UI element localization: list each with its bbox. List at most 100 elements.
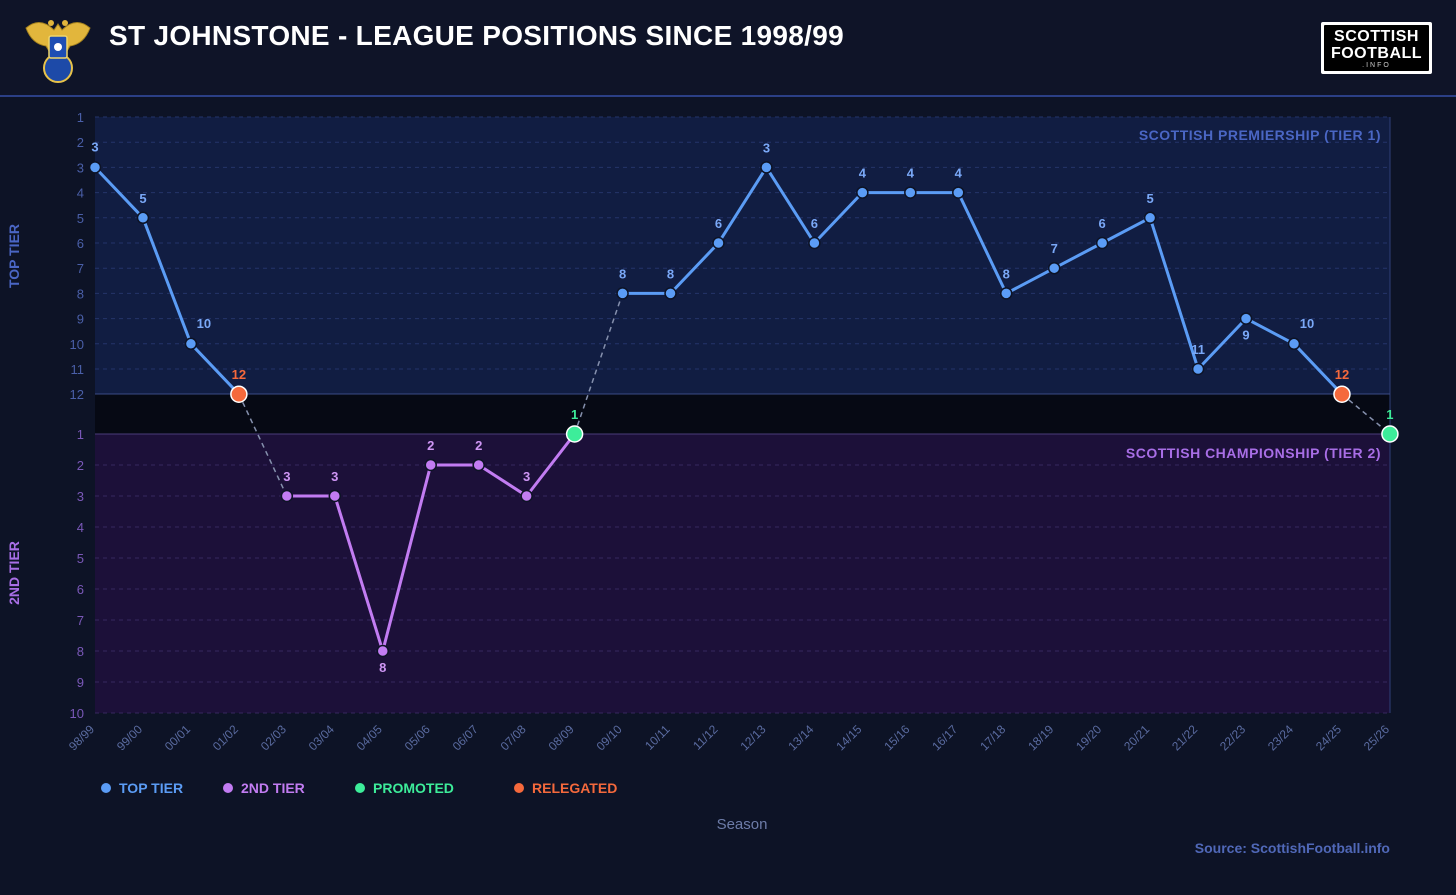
ylabel-top-tier: TOP TIER [6,224,22,288]
club-crest-icon [25,20,91,83]
data-point-13-14 [808,236,821,250]
legend-label-relegated: RELEGATED [532,780,618,796]
series-lines [93,165,1391,653]
header-bar: ST JOHNSTONE - LEAGUE POSITIONS SINCE 19… [0,0,1456,97]
x-tick-16-17: 16/17 [929,722,960,753]
series-segment-24 [1244,317,1296,346]
series-segment-18 [956,191,1008,295]
series-segment-14 [764,165,816,245]
y-tick-second-10: 10 [70,706,84,721]
data-label-15-16: 4 [907,166,915,181]
legend-label-top-tier: TOP TIER [119,780,184,796]
x-tick-07-08: 07/08 [498,722,529,753]
tier-change-segment-10 [573,293,624,435]
data-label-04-05: 8 [379,660,386,675]
x-tick-12-13: 12/13 [737,722,768,753]
y-tick-second-1: 1 [77,427,84,442]
data-label-06-07: 2 [475,438,482,453]
data-label-14-15: 4 [859,166,867,181]
legend-item-second-tier: 2ND TIER [223,780,305,798]
x-tick-17-18: 17/18 [977,722,1008,753]
x-tick-21-22: 21/22 [1169,722,1200,753]
data-label-98-99: 3 [91,139,98,154]
legend-dot-promoted [355,783,365,794]
x-tick-22-23: 22/23 [1217,722,1248,753]
brand-logo: SCOTTISH FOOTBALL .INFO [1321,22,1432,74]
series-segment-25 [1292,342,1344,396]
x-tick-11-12: 11/12 [690,722,721,753]
x-tick-25-26: 25/26 [1361,722,1392,753]
data-point-04-05 [376,644,390,658]
x-tick-19-20: 19/20 [1073,722,1104,753]
x-tick-14-15: 14/15 [833,722,864,753]
source-credit: Source: ScottishFootball.info [1194,840,1390,856]
y-tick-second-5: 5 [77,551,84,566]
second-tier-band [95,434,1390,713]
y-tick-top-3: 3 [77,160,84,175]
data-point-03-04 [328,489,342,503]
data-label-17-18: 8 [1003,266,1010,281]
data-point-17-18 [999,287,1013,300]
y-tick-second-4: 4 [77,520,84,535]
data-label-16-17: 4 [955,166,963,181]
data-label-10-11: 8 [667,266,674,281]
data-point-21-22 [1191,362,1205,376]
data-label-11-12: 6 [715,216,722,231]
x-tick-05-06: 05/06 [402,722,433,753]
x-axis-title: Season [716,816,768,833]
data-label-23-24: 10 [1300,316,1314,331]
data-point-14-15 [856,186,869,199]
data-label-18-19: 7 [1051,241,1058,256]
y-tick-top-6: 6 [77,236,84,251]
x-tick-04-05: 04/05 [354,722,385,753]
data-point-99-00 [136,211,150,225]
series-segment-23 [1196,317,1248,371]
data-point-02-03 [280,489,294,503]
x-tick-10-11: 10/11 [642,722,673,753]
data-label-02-03: 3 [283,469,290,484]
data-point-12-13 [760,161,773,174]
y-tick-top-4: 4 [77,186,84,201]
legend-item-top-tier: TOP TIER [101,780,183,798]
x-tick-99-00: 99/00 [114,722,145,753]
top-tier-band [95,117,1390,394]
data-label-24-25: 12 [1335,367,1349,382]
tier-change-segment-26 [1341,393,1391,435]
data-labels: 3 5 10 12 3 3 8 2 2 3 1 8 8 6 3 6 4 4 4 8 7 6 5 11 9 10 12 1 [91,139,1393,675]
band-top-label: SCOTTISH PREMIERSHIP (TIER 1) [1139,127,1381,143]
data-label-13-14: 6 [811,216,818,231]
x-tick-00-01: 00/01 [162,722,193,753]
legend-dot-relegated [514,783,524,794]
y-tick-top-1: 1 [77,110,84,125]
tier-change-segment-3 [238,393,288,497]
y-tick-second-3: 3 [77,489,84,504]
legend-label-second-tier: 2ND TIER [241,780,305,796]
y-tick-second-7: 7 [77,613,84,628]
series-segment-0 [93,165,145,220]
data-point-08-09 [565,425,584,443]
series-segment-5 [333,494,385,653]
y-tick-top-12: 12 [70,387,84,402]
data-point-23-24 [1287,337,1301,351]
legend-item-relegated: RELEGATED [514,780,617,798]
series-segment-20 [1052,241,1104,270]
data-label-25-26: 1 [1386,407,1393,422]
data-label-00-01: 10 [197,316,211,331]
x-tick-13-14: 13/14 [785,722,816,753]
series-segment-22 [1148,216,1200,371]
x-tick-03-04: 03/04 [306,722,337,753]
tier-gap-band [95,394,1390,434]
data-label-07-08: 3 [523,469,530,484]
brand-line-3: .INFO [1362,62,1391,69]
ylabel-second-tier: 2ND TIER [6,541,22,605]
data-point-25-26 [1381,425,1399,443]
series-segment-2 [189,342,241,396]
y-tick-top-5: 5 [77,211,84,226]
data-label-20-21: 5 [1147,191,1154,206]
legend-label-promoted: PROMOTED [373,780,454,796]
data-point-09-10 [616,287,629,300]
y-tick-second-8: 8 [77,644,84,659]
